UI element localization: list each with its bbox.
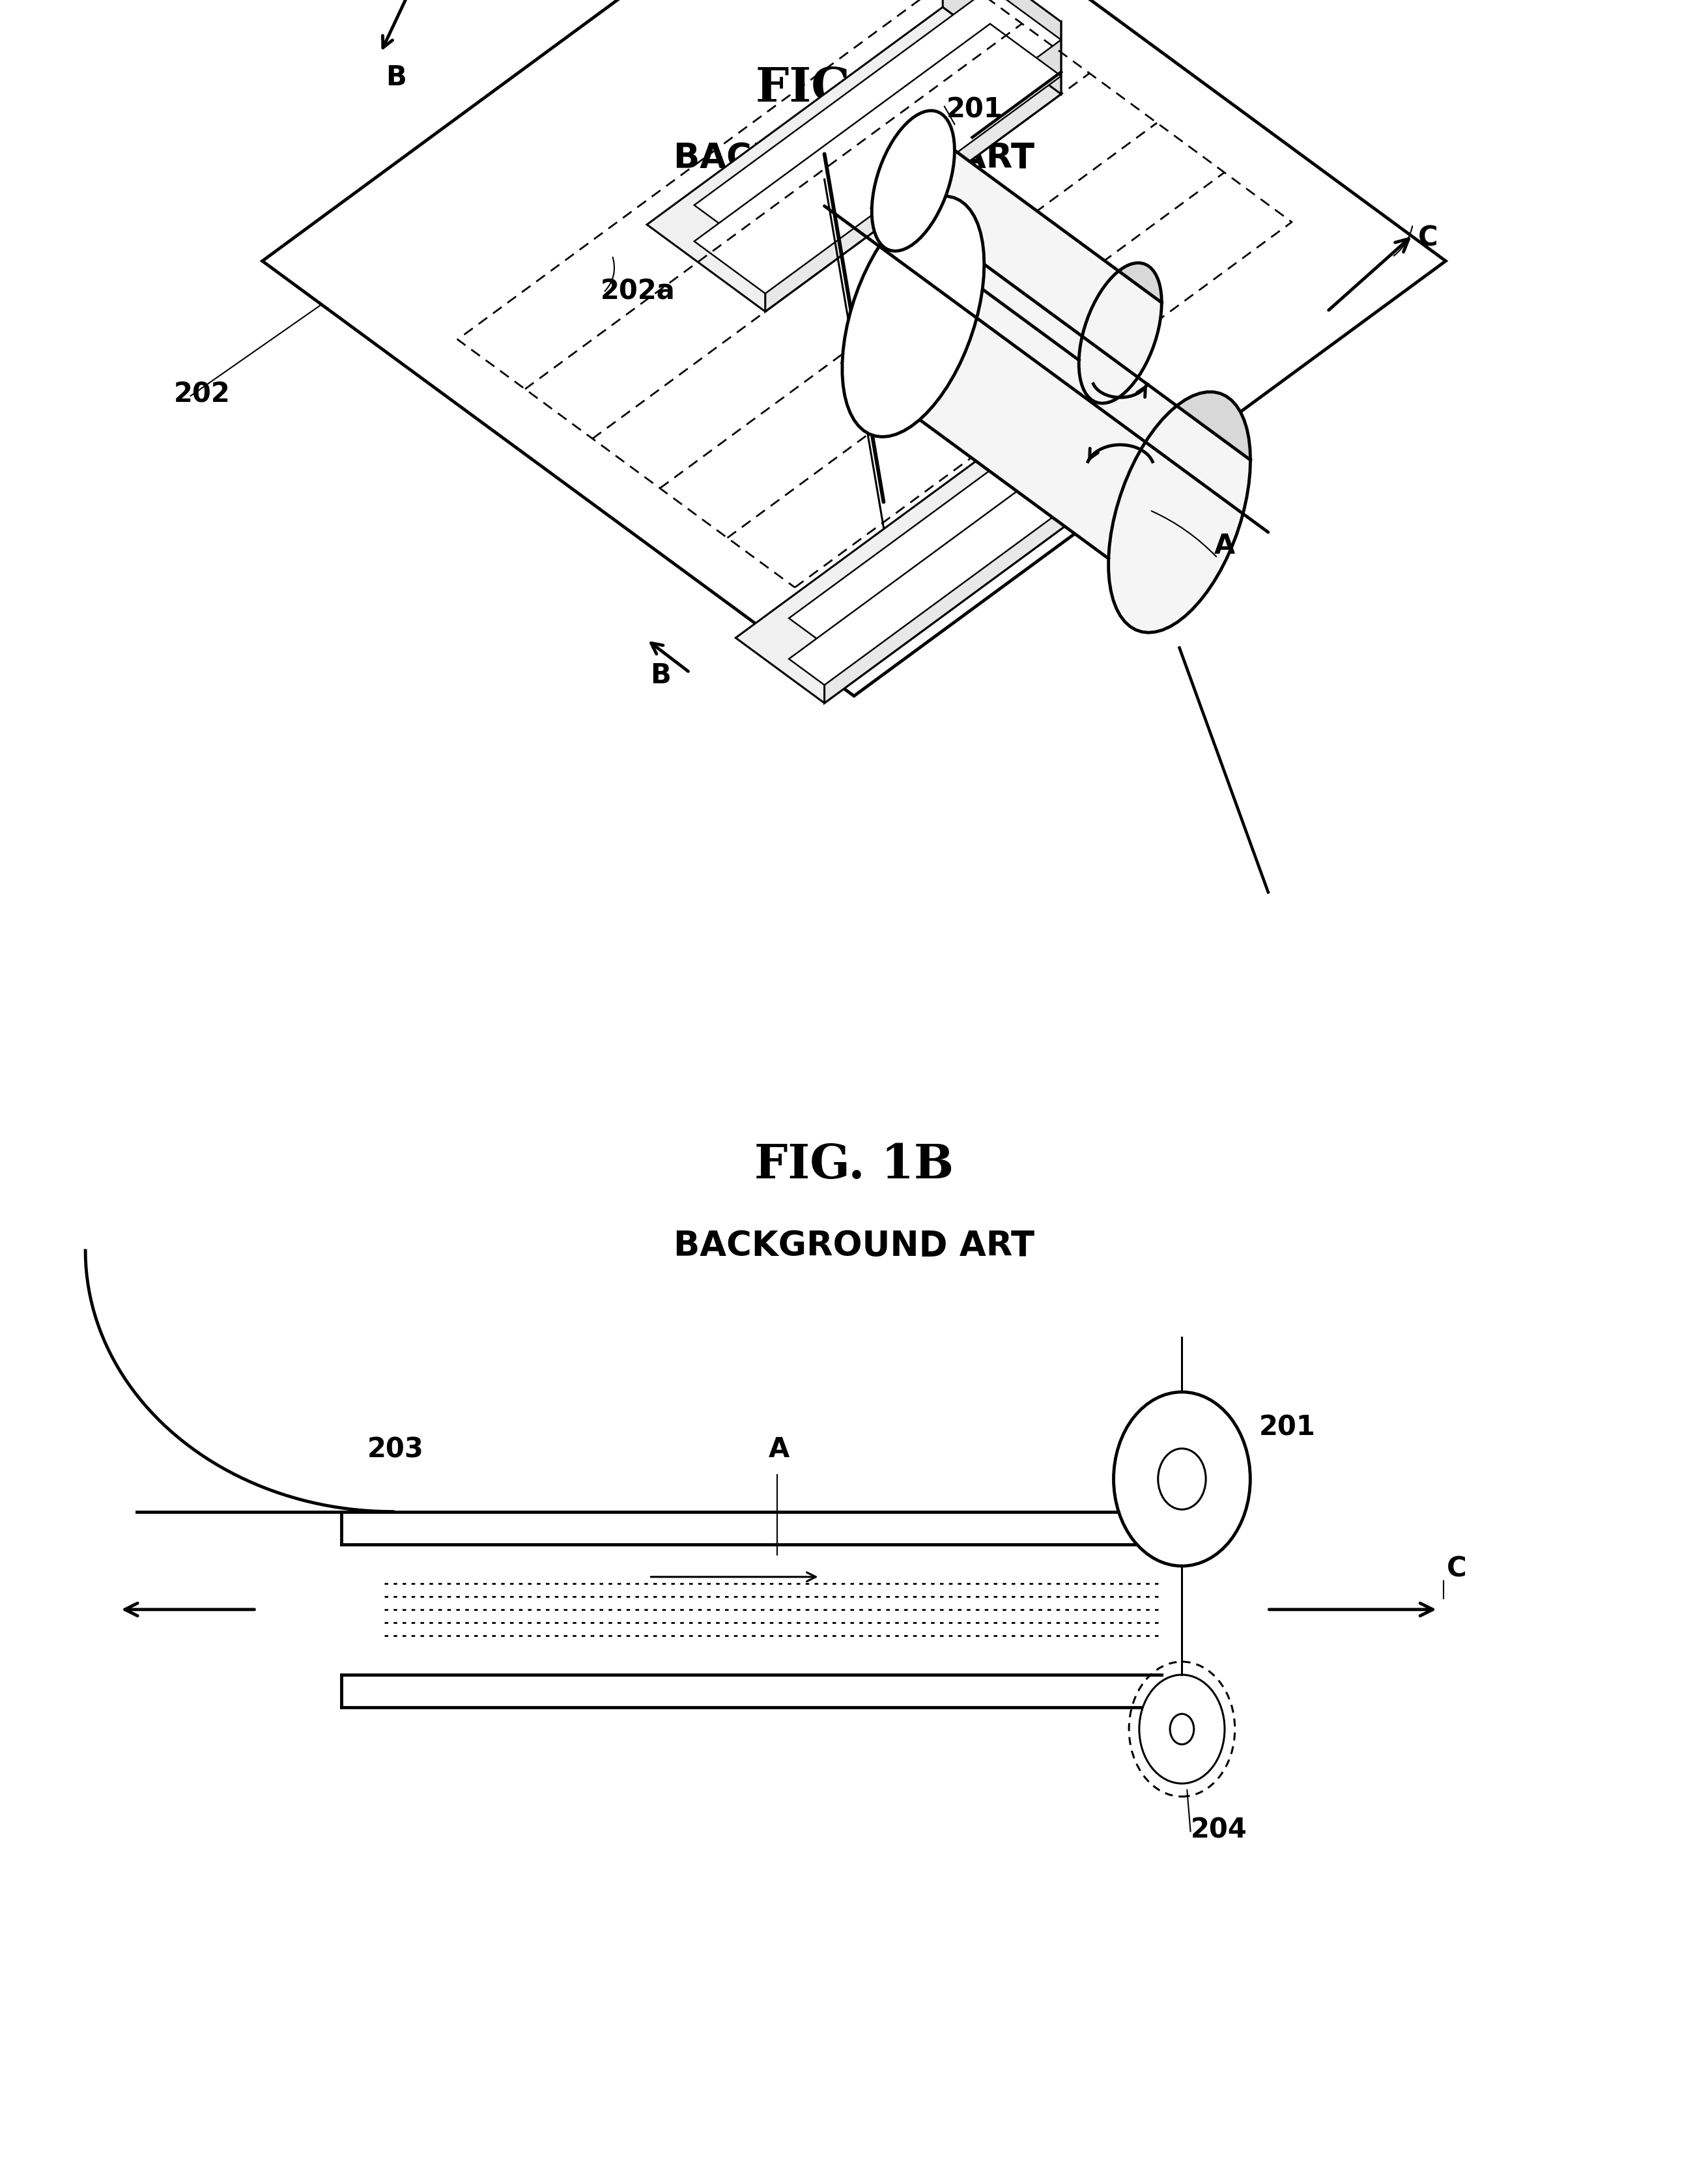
Polygon shape <box>263 0 1445 696</box>
Circle shape <box>1170 1714 1194 1744</box>
Polygon shape <box>789 400 1120 644</box>
Polygon shape <box>765 22 1061 311</box>
Text: BACKGROUND ART: BACKGROUND ART <box>673 1229 1035 1264</box>
Polygon shape <box>871 111 1161 361</box>
Polygon shape <box>842 196 984 437</box>
Text: C: C <box>1418 224 1438 252</box>
Polygon shape <box>736 420 1120 703</box>
Text: 203: 203 <box>367 1436 424 1464</box>
Text: A: A <box>769 1436 789 1464</box>
Text: 201: 201 <box>946 96 1003 124</box>
Polygon shape <box>943 0 1061 94</box>
Text: B: B <box>386 63 407 91</box>
Text: 201: 201 <box>1259 1414 1315 1442</box>
Circle shape <box>1139 1675 1225 1784</box>
Polygon shape <box>871 111 955 250</box>
Polygon shape <box>693 0 1061 257</box>
Polygon shape <box>647 7 1061 311</box>
Text: BACKGROUND ART: BACKGROUND ART <box>673 141 1035 176</box>
Text: 202: 202 <box>174 381 231 409</box>
Polygon shape <box>871 150 1161 402</box>
Text: B: B <box>651 661 671 689</box>
Text: 204: 204 <box>1190 1816 1247 1844</box>
Polygon shape <box>1032 348 1120 485</box>
Text: FIG. 1B: FIG. 1B <box>755 1142 953 1188</box>
Circle shape <box>1114 1392 1250 1566</box>
Text: A: A <box>1214 533 1235 559</box>
Polygon shape <box>825 413 1120 703</box>
Text: 202a: 202a <box>600 278 675 305</box>
Circle shape <box>1158 1449 1206 1509</box>
Text: C: C <box>1447 1555 1467 1583</box>
Polygon shape <box>693 24 1061 294</box>
Polygon shape <box>789 442 1120 685</box>
Polygon shape <box>842 263 1250 633</box>
Text: FIG. 1A: FIG. 1A <box>757 65 951 111</box>
Polygon shape <box>842 196 1250 559</box>
